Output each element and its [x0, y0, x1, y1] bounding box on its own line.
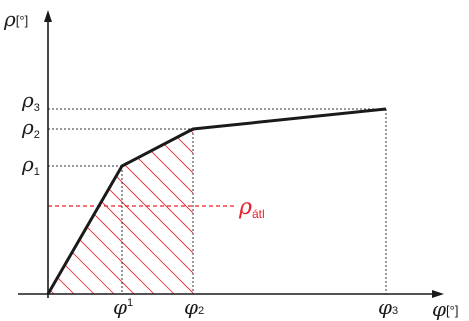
- x-axis-label: φ[°]: [432, 297, 458, 321]
- x-tick-phi3: φ3: [378, 295, 398, 319]
- average-label: ρátl: [238, 195, 265, 221]
- x-tick-phi1: φ1: [113, 295, 133, 319]
- x-tick-phi2: φ2: [184, 295, 204, 319]
- x-axis-unit: [°]: [446, 303, 458, 318]
- curve: [46, 107, 387, 295]
- y-axis-arrow-icon: [44, 10, 52, 22]
- y-tick-rho1: ρ1: [21, 152, 40, 178]
- y-tick-rho2: ρ2: [21, 115, 40, 141]
- axes: [18, 10, 444, 298]
- hatched-area: [48, 129, 193, 294]
- x-axis-arrow-icon: [432, 290, 444, 298]
- y-axis-unit: [°]: [16, 13, 28, 28]
- y-axis-label: ρ[°]: [3, 7, 28, 31]
- guide-lines: [48, 108, 387, 294]
- y-tick-rho3: ρ3: [21, 88, 40, 114]
